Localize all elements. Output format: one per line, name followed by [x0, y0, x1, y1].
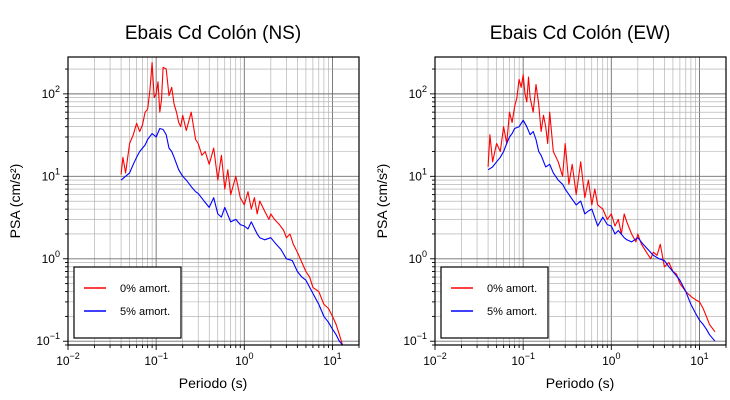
- series-line-0: [120, 61, 344, 346]
- legend-label-0: 0% amort.: [487, 283, 537, 295]
- series-line-1: [120, 127, 343, 346]
- y-tick-label: 102: [42, 84, 60, 101]
- legend: 0% amort. 5% amort.: [440, 266, 549, 339]
- legend-label-1: 5% amort.: [120, 306, 170, 318]
- y-tick-label: 101: [409, 166, 427, 183]
- plot-area: [120, 61, 344, 346]
- legend-label-0: 0% amort.: [120, 283, 170, 295]
- x-tick-label: 10−1: [511, 351, 535, 368]
- legend-box: [73, 266, 182, 339]
- grid: [67, 57, 360, 346]
- legend: 0% amort. 5% amort.: [73, 266, 182, 339]
- chart-panel-ew: 10−2 10−1 100 101 10−1 100 101 102 Ebais Cd Col…: [374, 23, 727, 391]
- chart-title: Ebais Cd Colón (EW): [490, 23, 671, 44]
- y-tick-label: 100: [409, 249, 427, 266]
- x-tick-label: 10−2: [56, 351, 80, 368]
- axis-ticks: 10−2 10−1 100 101 10−1 100 101 102: [36, 68, 360, 368]
- x-tick-label: 100: [235, 351, 253, 368]
- axis-ticks: 10−2 10−1 100 101 10−1 100 101 102: [403, 68, 727, 368]
- x-tick-label: 10−1: [144, 351, 168, 368]
- legend-label-1: 5% amort.: [487, 306, 537, 318]
- x-tick-label: 100: [602, 351, 620, 368]
- y-tick-label: 10−1: [36, 331, 60, 348]
- chart-panel-ns: 10−2 10−1 100 101 10−1 100 101 102 Ebais Cd Col…: [7, 23, 360, 391]
- y-axis-label: PSA (cm/s²): [7, 164, 23, 239]
- y-axis-label: PSA (cm/s²): [374, 164, 390, 239]
- y-tick-label: 101: [42, 166, 60, 183]
- x-axis-label: Periodo (s): [546, 375, 614, 391]
- x-tick-label: 101: [323, 351, 341, 368]
- y-tick-label: 10−1: [403, 331, 427, 348]
- series-line-1: [487, 119, 716, 342]
- chart-title: Ebais Cd Colón (NS): [125, 23, 301, 44]
- y-tick-label: 102: [409, 84, 427, 101]
- plot-area: [487, 74, 716, 342]
- x-axis-label: Periodo (s): [179, 375, 247, 391]
- legend-box: [440, 266, 549, 339]
- y-tick-label: 100: [42, 249, 60, 266]
- x-tick-label: 101: [690, 351, 708, 368]
- x-tick-label: 10−2: [423, 351, 447, 368]
